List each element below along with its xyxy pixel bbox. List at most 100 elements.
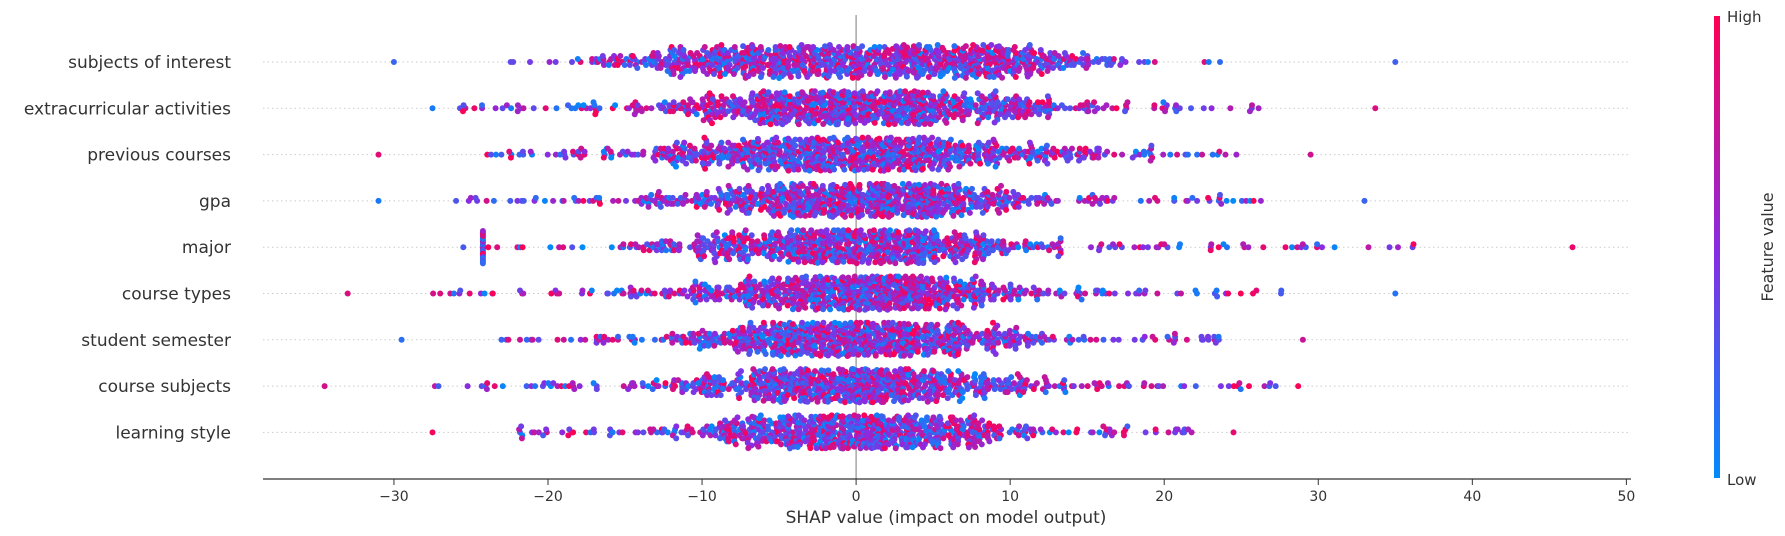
shap-point bbox=[1037, 47, 1044, 53]
shap-point bbox=[980, 42, 987, 48]
shap-point bbox=[1249, 102, 1255, 109]
shap-point bbox=[734, 65, 741, 71]
shap-point bbox=[1110, 241, 1116, 248]
shap-point bbox=[946, 65, 953, 71]
shap-point bbox=[1569, 244, 1576, 251]
shap-point bbox=[709, 96, 716, 103]
shap-point bbox=[676, 241, 683, 248]
shap-point bbox=[1005, 47, 1012, 53]
shap-point bbox=[725, 108, 732, 115]
shap-point bbox=[503, 102, 510, 109]
shap-point bbox=[634, 102, 641, 109]
shap-point bbox=[1194, 197, 1201, 204]
shap-point bbox=[834, 139, 841, 146]
shap-point bbox=[1020, 56, 1026, 62]
shap-point bbox=[565, 102, 571, 109]
shap-point bbox=[1047, 50, 1054, 56]
shap-point bbox=[620, 241, 627, 248]
shap-point bbox=[847, 180, 854, 187]
shap-point bbox=[596, 105, 603, 112]
shap-point bbox=[972, 273, 979, 280]
shap-point bbox=[950, 212, 957, 219]
shap-point bbox=[999, 74, 1006, 81]
shap-point bbox=[1026, 160, 1033, 167]
shap-point bbox=[1199, 151, 1206, 158]
shap-point bbox=[1000, 284, 1007, 291]
shap-point bbox=[708, 142, 715, 149]
shap-point bbox=[617, 53, 624, 59]
shap-point bbox=[777, 43, 784, 49]
shap-point bbox=[648, 191, 655, 198]
shap-point bbox=[1230, 197, 1237, 204]
shap-point bbox=[661, 99, 668, 106]
shap-point bbox=[781, 209, 788, 216]
shap-point bbox=[945, 185, 952, 192]
shap-point bbox=[693, 111, 700, 118]
shap-point bbox=[799, 182, 806, 189]
shap-point bbox=[931, 71, 938, 77]
shap-point bbox=[1078, 296, 1085, 303]
shap-point bbox=[1055, 53, 1062, 59]
shap-point bbox=[344, 290, 351, 297]
shap-point bbox=[900, 42, 907, 48]
shap-point bbox=[1208, 105, 1215, 112]
shap-point bbox=[592, 111, 599, 118]
shap-point bbox=[450, 290, 457, 297]
shap-point bbox=[1006, 194, 1013, 201]
shap-point bbox=[673, 139, 680, 146]
shap-point bbox=[940, 88, 947, 95]
shap-point bbox=[665, 293, 672, 300]
shap-point bbox=[1016, 96, 1023, 103]
shap-point bbox=[991, 119, 998, 126]
shap-point bbox=[638, 108, 645, 115]
shap-point bbox=[717, 73, 724, 80]
shap-point bbox=[930, 227, 937, 234]
shap-point bbox=[670, 108, 677, 115]
shap-point bbox=[1082, 290, 1089, 297]
shap-point bbox=[776, 256, 783, 263]
shap-point bbox=[906, 227, 913, 234]
shap-point bbox=[985, 114, 992, 121]
shap-point bbox=[924, 89, 931, 96]
shap-point bbox=[1009, 114, 1016, 121]
shap-point bbox=[692, 278, 699, 285]
shap-point bbox=[620, 290, 627, 297]
shap-point bbox=[1094, 287, 1101, 294]
shap-point bbox=[489, 290, 496, 297]
shap-point bbox=[808, 227, 815, 234]
shap-point bbox=[1299, 241, 1306, 248]
shap-point bbox=[1023, 287, 1030, 294]
shap-point bbox=[699, 96, 706, 103]
shap-point bbox=[930, 93, 937, 100]
shap-point bbox=[1070, 62, 1077, 68]
shap-point bbox=[1222, 151, 1229, 158]
shap-point bbox=[718, 93, 725, 100]
shap-point bbox=[1076, 145, 1083, 152]
shap-point bbox=[1102, 56, 1108, 62]
shap-point bbox=[552, 59, 559, 65]
shap-point bbox=[985, 160, 991, 167]
shap-point bbox=[887, 134, 894, 141]
shap-point bbox=[1044, 68, 1051, 74]
shap-point bbox=[992, 163, 999, 170]
shap-point bbox=[1050, 65, 1056, 71]
shap-point bbox=[822, 43, 828, 50]
shap-point bbox=[712, 259, 719, 266]
shap-point bbox=[1003, 206, 1010, 213]
shap-point bbox=[920, 260, 927, 267]
shap-point bbox=[1016, 284, 1023, 291]
shap-point bbox=[749, 304, 756, 311]
shap-point bbox=[1080, 154, 1087, 161]
shap-point bbox=[1217, 191, 1223, 198]
shap-point bbox=[390, 59, 397, 65]
shap-point bbox=[943, 119, 950, 126]
shap-point bbox=[1144, 59, 1151, 65]
shap-point bbox=[907, 258, 914, 265]
shap-point bbox=[970, 304, 977, 311]
shap-point bbox=[755, 167, 762, 174]
shap-point bbox=[874, 71, 881, 77]
shap-point bbox=[740, 43, 747, 50]
shap-point bbox=[530, 105, 537, 112]
shap-point bbox=[663, 247, 670, 254]
shap-point bbox=[520, 290, 527, 297]
